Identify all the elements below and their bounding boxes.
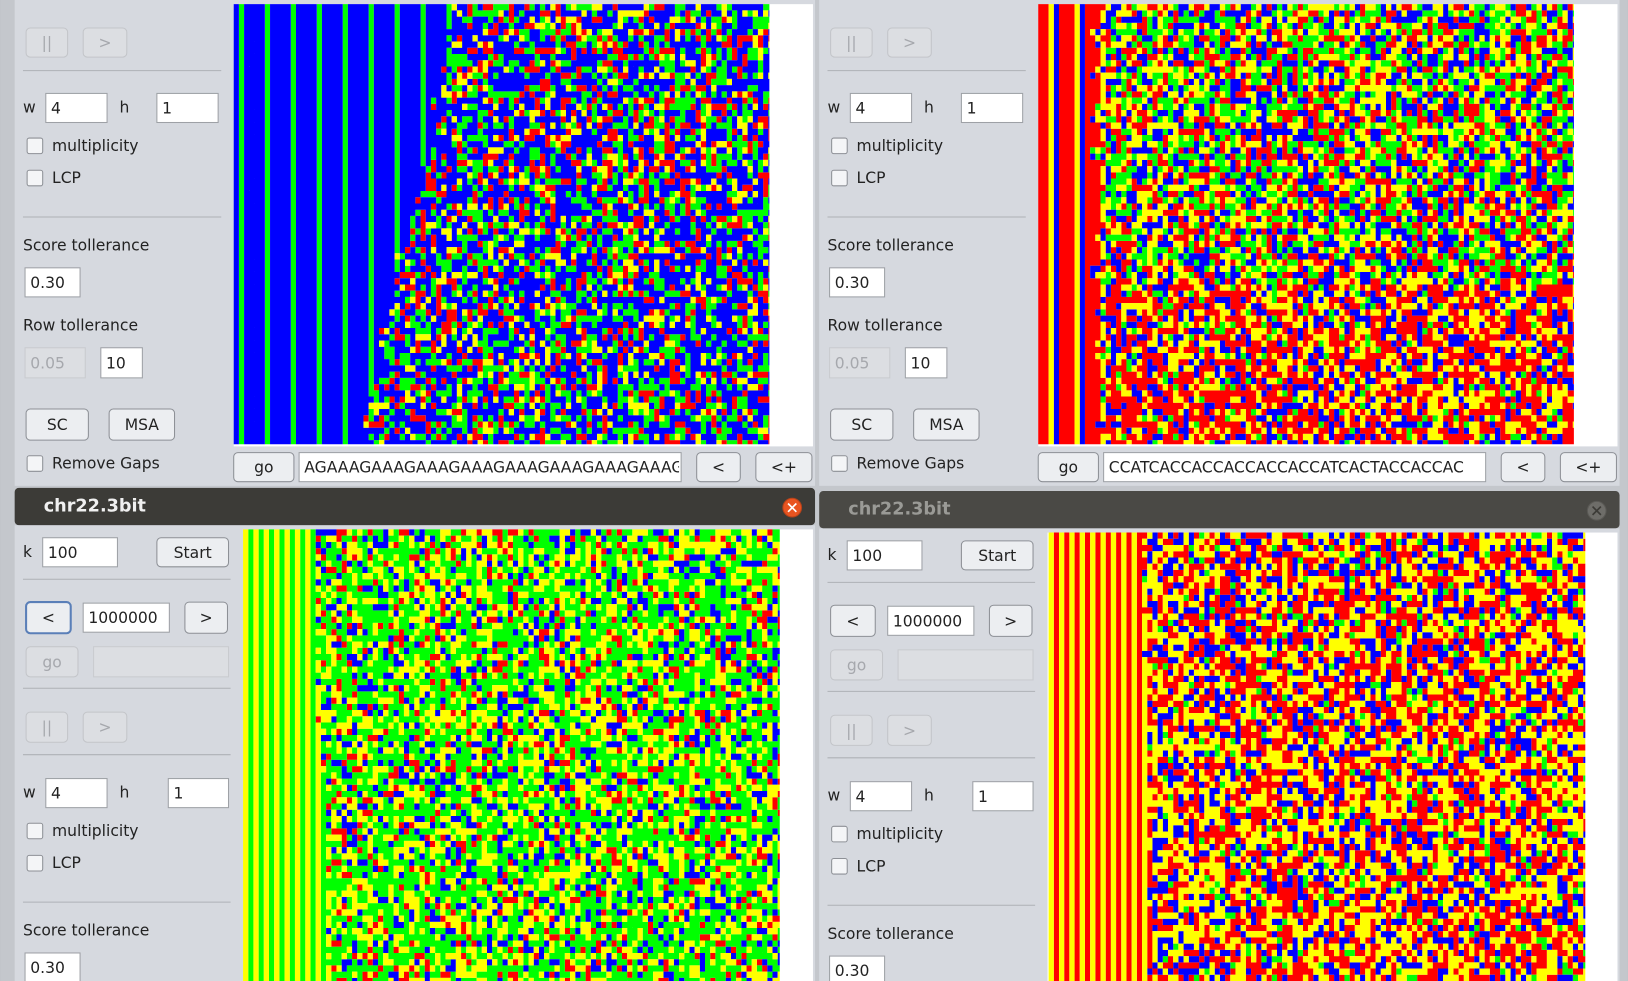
label: 1 <box>978 788 988 806</box>
label: Score tollerance <box>827 237 953 255</box>
label: 0.05 <box>30 354 65 372</box>
label: multiplicity <box>857 825 944 843</box>
label: k <box>23 543 32 561</box>
label: SC <box>47 416 68 434</box>
label: 1 <box>967 100 977 118</box>
label: Start <box>174 544 212 562</box>
label: < <box>712 459 725 477</box>
label: 4 <box>856 100 866 118</box>
label: LCP <box>857 857 886 875</box>
label: LCP <box>52 169 81 187</box>
label: || <box>42 34 53 52</box>
text-field <box>898 650 1033 680</box>
label: multiplicity <box>52 137 138 155</box>
label: < <box>846 612 859 630</box>
checkbox[interactable] <box>832 826 848 842</box>
label: 10 <box>106 354 126 372</box>
label: 100 <box>48 544 78 562</box>
label: w <box>23 98 36 116</box>
label: Row tollerance <box>827 316 942 334</box>
label: 10 <box>911 354 931 372</box>
label: chr22.3bit <box>44 497 147 517</box>
label: h <box>924 98 934 116</box>
label: MSA <box>929 416 964 434</box>
label: chr22.3bit <box>848 500 951 520</box>
label: < <box>1516 459 1529 477</box>
label: || <box>846 34 857 52</box>
label: > <box>98 34 111 52</box>
label: 4 <box>51 785 61 803</box>
label: multiplicity <box>857 137 944 155</box>
label: <+ <box>771 459 797 477</box>
label: 0.05 <box>835 354 870 372</box>
label: 100 <box>852 547 882 565</box>
label: Score tollerance <box>827 925 953 943</box>
label: 0.30 <box>835 274 870 292</box>
checkbox[interactable] <box>832 138 848 154</box>
label: SC <box>851 416 872 434</box>
label: h <box>924 787 934 805</box>
checkbox[interactable] <box>832 170 848 186</box>
label: 1 <box>173 785 183 803</box>
label: Start <box>978 547 1016 565</box>
label: || <box>846 722 857 740</box>
label: go <box>254 459 273 477</box>
checkbox[interactable] <box>27 855 43 871</box>
label: > <box>200 609 213 627</box>
label: 1000000 <box>88 609 157 627</box>
label: MSA <box>125 416 160 434</box>
label: w <box>827 787 840 805</box>
label: go <box>42 653 61 671</box>
checkbox[interactable] <box>27 170 43 186</box>
text-field <box>94 647 229 677</box>
label: 4 <box>856 788 866 806</box>
label: > <box>903 722 916 740</box>
label: 0.30 <box>30 959 65 977</box>
label: Remove Gaps <box>857 455 965 473</box>
label: Score tollerance <box>23 922 149 940</box>
label: LCP <box>52 854 81 872</box>
label: AGAAAGAAAGAAAGAAAGAAAGAAAGAAAGAAAG <box>304 459 683 477</box>
label: Score tollerance <box>23 237 149 255</box>
label: || <box>42 719 53 737</box>
label: 1 <box>162 100 172 118</box>
label: 0.30 <box>835 962 870 980</box>
label: h <box>120 98 130 116</box>
label: CCATCACCACCACCACCACCATCACTACCACCAC <box>1109 459 1464 477</box>
label: Row tollerance <box>23 316 138 334</box>
checkbox[interactable] <box>27 138 43 154</box>
page: {"windows": [ {"pause": "||", "play": ">… <box>0 0 1628 981</box>
label: 4 <box>51 100 61 118</box>
label: 1000000 <box>893 612 962 630</box>
label: > <box>1004 612 1017 630</box>
label: w <box>23 784 36 802</box>
label: > <box>903 34 916 52</box>
checkbox[interactable] <box>832 859 848 875</box>
checkbox[interactable] <box>27 823 43 839</box>
label: go <box>1059 459 1078 477</box>
label: > <box>98 719 111 737</box>
label: h <box>120 784 130 802</box>
checkbox[interactable] <box>27 456 43 472</box>
label: <+ <box>1575 459 1601 477</box>
checkbox[interactable] <box>832 456 848 472</box>
label: go <box>847 656 866 674</box>
screenshot: ||>w4h1multiplicityLCPScore tollerance0.… <box>0 0 1628 981</box>
label: 0.30 <box>30 274 65 292</box>
label: < <box>42 609 55 627</box>
label: w <box>827 98 840 116</box>
label: k <box>827 546 836 564</box>
label: Remove Gaps <box>52 455 160 473</box>
label: multiplicity <box>52 822 138 840</box>
label: LCP <box>857 169 886 187</box>
